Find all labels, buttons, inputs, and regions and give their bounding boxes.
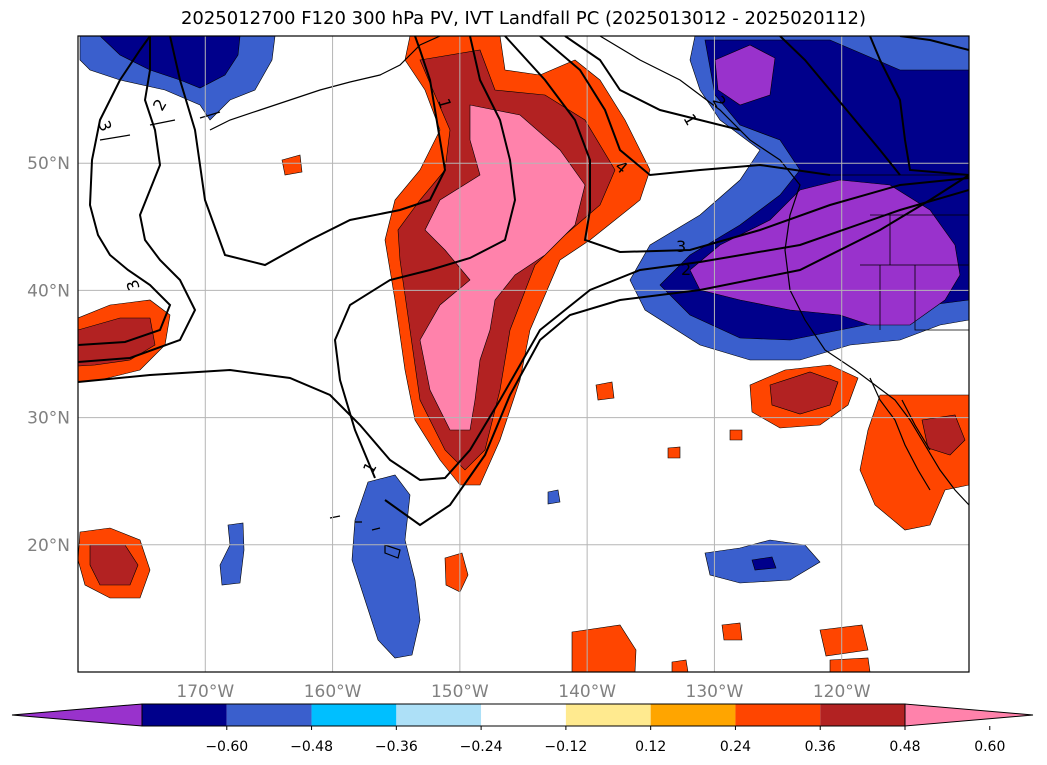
negative-anomaly-hawaii — [351, 474, 421, 659]
positive-anomaly-small-8 — [819, 624, 869, 657]
colorbar-extend-low — [11, 703, 143, 727]
colorbar-tick-label: 0.24 — [720, 739, 751, 755]
longitude-label: 140°W — [558, 682, 616, 702]
latitude-label: 30°N — [27, 409, 70, 429]
latitude-label: 20°N — [27, 536, 70, 556]
longitude-label: 160°W — [304, 682, 362, 702]
contour-line — [869, 36, 969, 176]
colorbar-segment — [396, 704, 482, 726]
contour-line — [539, 36, 831, 177]
longitude-label: 130°W — [686, 682, 744, 702]
baja-california — [869, 377, 931, 491]
colorbar-segment — [650, 704, 736, 726]
longitude-label: 170°W — [176, 682, 234, 702]
colorbar-tick-label: −0.60 — [205, 739, 248, 755]
colorbar-segment — [481, 704, 566, 726]
negative-anomaly-northeast-core — [714, 44, 776, 106]
positive-anomaly-small-7 — [721, 622, 743, 641]
negative-anomaly-small-west — [219, 522, 245, 586]
colorbar-tick-label: −0.36 — [375, 739, 418, 755]
positive-anomaly-small-2 — [444, 552, 469, 593]
colorbar-segment — [565, 704, 651, 726]
contour-line — [779, 36, 901, 176]
colorbar-tick-label: 0.60 — [974, 739, 1005, 755]
contour-label: 1 — [434, 96, 455, 111]
colorbar-segment — [311, 704, 397, 726]
colorbar-tick-label: −0.48 — [290, 739, 333, 755]
contour-label: 3 — [676, 237, 686, 256]
alaska-coastline — [209, 36, 441, 131]
colorbar-extend-high — [904, 703, 1034, 727]
coastlines — [99, 36, 969, 559]
positive-anomaly-small-9 — [829, 657, 871, 672]
north-america-coastline — [599, 36, 969, 506]
latitude-label: 50°N — [27, 154, 70, 174]
map-frame — [77, 35, 970, 673]
negative-anomaly-small-central — [547, 489, 561, 505]
positive-anomaly-offshore-ca-core — [769, 371, 839, 415]
state-borders — [830, 174, 969, 331]
longitude-label: 150°W — [431, 682, 489, 702]
negative-anomaly-south-core — [751, 556, 777, 571]
longitude-labels: 170°W 160°W 150°W 140°W 130°W 120°W — [176, 682, 870, 702]
gridlines — [78, 36, 969, 672]
hawaii-islands — [329, 515, 401, 559]
contour-label: 1 — [359, 459, 381, 477]
positive-anomaly-small-10 — [671, 659, 689, 672]
colorbar-tick-label: −0.12 — [544, 739, 587, 755]
contour-line — [169, 36, 447, 267]
contour-line — [333, 36, 517, 479]
colorbar-segment — [820, 704, 905, 726]
chart-title: 2025012700 F120 300 hPa PV, IVT Landfall… — [180, 8, 867, 29]
latitude-labels: 20°N 30°N 40°N 50°N — [27, 154, 70, 556]
aleutian-islands — [99, 111, 221, 141]
colorbar-segment — [735, 704, 821, 726]
contour-line — [899, 36, 969, 51]
positive-anomaly-small-6 — [571, 624, 637, 672]
colorbar-segment — [226, 704, 312, 726]
colorbar-tick-label: 0.36 — [805, 739, 836, 755]
contour-label: 3 — [94, 118, 115, 134]
contour-line — [78, 36, 197, 363]
contour-line — [78, 189, 969, 482]
positive-anomaly-ridge-inner — [419, 104, 586, 431]
positive-anomaly-small-5 — [729, 429, 743, 441]
positive-anomaly-small-3 — [595, 381, 615, 401]
colorbar-tick-label: −0.24 — [460, 739, 503, 755]
colorbar-tick-label: 0.48 — [889, 739, 920, 755]
contour-line — [564, 36, 741, 131]
contour-line — [504, 36, 969, 254]
negative-anomaly-northeast-core-2 — [689, 179, 961, 326]
contour-line — [78, 36, 172, 346]
contour-label: 2 — [681, 260, 691, 279]
colorbar-border — [141, 703, 906, 727]
colorbar-tick-label: 0.12 — [635, 739, 666, 755]
contour-lines — [78, 36, 969, 527]
contour-label: 1 — [680, 111, 702, 129]
contour-line — [384, 174, 969, 527]
longitude-label: 120°W — [813, 682, 871, 702]
positive-anomaly-small-1 — [281, 154, 303, 176]
latitude-label: 40°N — [27, 281, 70, 301]
positive-anomaly-southeast-core — [921, 414, 966, 456]
pv-anomaly-fills — [78, 36, 969, 672]
colorbar: −0.60 −0.48 −0.36 −0.24 −0.12 0.12 0.24 0.36 0.4… — [11, 703, 1034, 755]
positive-anomaly-small-4 — [667, 446, 681, 459]
contour-label: 2 — [149, 96, 171, 114]
colorbar-segment — [142, 704, 227, 726]
